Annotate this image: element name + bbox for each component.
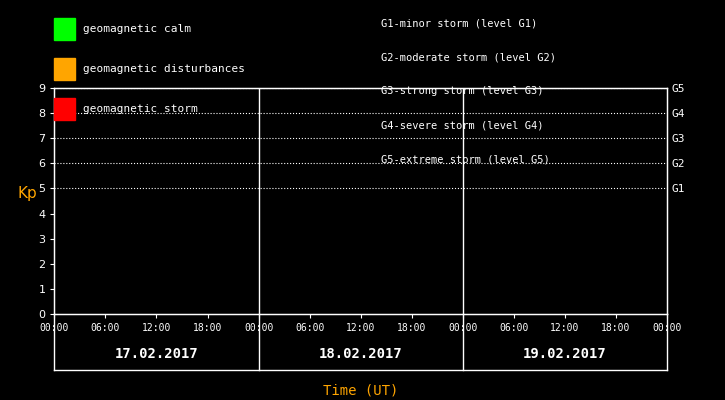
Text: G2-moderate storm (level G2): G2-moderate storm (level G2) (381, 52, 555, 62)
Text: 19.02.2017: 19.02.2017 (523, 347, 607, 361)
Text: Time (UT): Time (UT) (323, 383, 398, 397)
Text: 18.02.2017: 18.02.2017 (319, 347, 402, 361)
Text: 17.02.2017: 17.02.2017 (115, 347, 199, 361)
Text: G4-severe storm (level G4): G4-severe storm (level G4) (381, 120, 543, 130)
Text: geomagnetic disturbances: geomagnetic disturbances (83, 64, 245, 74)
Text: G5-extreme storm (level G5): G5-extreme storm (level G5) (381, 154, 550, 164)
Text: geomagnetic storm: geomagnetic storm (83, 104, 198, 114)
Y-axis label: Kp: Kp (17, 186, 37, 201)
Text: geomagnetic calm: geomagnetic calm (83, 24, 191, 34)
Text: G3-strong storm (level G3): G3-strong storm (level G3) (381, 86, 543, 96)
Text: G1-minor storm (level G1): G1-minor storm (level G1) (381, 18, 537, 28)
